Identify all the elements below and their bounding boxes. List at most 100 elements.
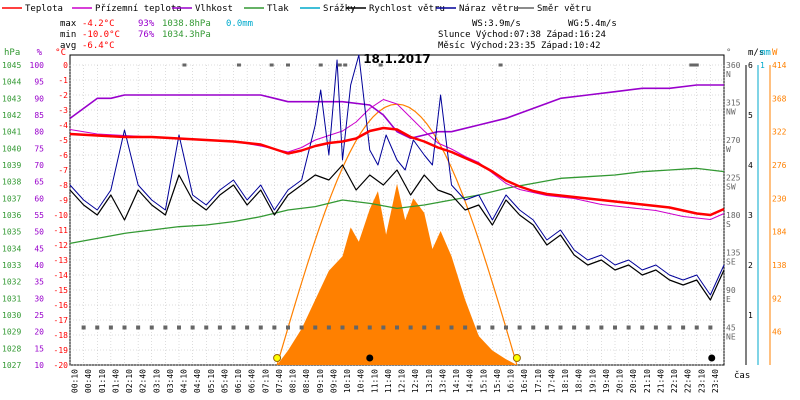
pct-tick: 55 xyxy=(34,211,44,220)
wind-dir-point xyxy=(422,325,427,330)
pct-tick: 95 xyxy=(34,78,44,87)
pct-tick: 50 xyxy=(34,228,44,237)
wind-dir-point xyxy=(544,325,549,330)
pct-tick: 40 xyxy=(34,261,44,270)
deg-tick: -13 xyxy=(54,256,69,265)
x-tick-label: 22:10 xyxy=(670,369,679,393)
series-line-teplota xyxy=(69,126,725,217)
stats-min-label: min xyxy=(60,30,76,40)
deg-tick: -4 xyxy=(58,121,68,130)
wm2-tick: 184 xyxy=(772,228,787,237)
hpa-tick: 1030 xyxy=(2,311,21,320)
mm-tick: 1 xyxy=(760,61,765,70)
x-tick-label: 13:40 xyxy=(438,369,447,393)
dir-tick: 90 xyxy=(726,286,736,295)
deg-tick: -6 xyxy=(58,151,68,160)
wind-dir-point xyxy=(585,325,590,330)
hpa-tick: 1038 xyxy=(2,178,21,187)
ms-tick: 5 xyxy=(748,111,753,120)
moonset-marker xyxy=(366,354,374,362)
x-tick-label: 14:10 xyxy=(452,369,461,393)
x-tick-label: 22:40 xyxy=(684,369,693,393)
ms-tick: 6 xyxy=(748,61,753,70)
pct-tick: 10 xyxy=(34,361,44,370)
deg-axis-label: °C xyxy=(55,48,66,58)
stats-rain: 0.0mm xyxy=(226,19,253,29)
wind-dir-point-north xyxy=(182,63,187,67)
x-tick-label: 21:40 xyxy=(656,369,665,393)
deg-tick: -3 xyxy=(58,106,68,115)
pct-tick: 35 xyxy=(34,278,44,287)
deg-tick: -17 xyxy=(54,316,69,325)
stats-ws: WS:3.9m/s xyxy=(472,19,521,29)
wind-dir-point xyxy=(653,325,658,330)
wind-dir-point xyxy=(258,325,263,330)
stats-max-label: max xyxy=(60,19,77,29)
stats-max-temp: -4.2°C xyxy=(82,19,115,29)
hpa-tick: 1040 xyxy=(2,144,21,153)
wind-dir-point-north xyxy=(343,63,348,67)
wind-dir-point xyxy=(572,325,577,330)
x-tick-label: 01:40 xyxy=(111,369,120,393)
deg-tick: -18 xyxy=(54,331,69,340)
legend-label-temp: Teplota xyxy=(25,4,63,14)
hpa-axis-label: hPa xyxy=(4,48,20,58)
dir-tick-compass: E xyxy=(726,295,731,304)
wind-dir-point xyxy=(204,325,209,330)
wind-dir-point xyxy=(95,325,100,330)
pct-axis-label: % xyxy=(37,48,43,58)
ms-tick: 2 xyxy=(748,261,753,270)
pct-tick: 65 xyxy=(34,178,44,187)
x-tick-label: 18:10 xyxy=(561,369,570,393)
wind-dir-point xyxy=(217,325,222,330)
wind-dir-point xyxy=(435,325,440,330)
deg-tick: -5 xyxy=(58,136,68,145)
pct-tick: 25 xyxy=(34,311,44,320)
pct-tick: 100 xyxy=(30,61,45,70)
stats-block: max -4.2°C 93% 1038.8hPa 0.0mm min -10.0… xyxy=(60,19,617,51)
deg-tick: 0 xyxy=(63,61,68,70)
stats-min-press: 1034.3hPa xyxy=(162,30,211,40)
stats-max-press: 1038.8hPa xyxy=(162,19,211,29)
x-tick-label: 23:40 xyxy=(711,369,720,393)
x-tick-label: 15:10 xyxy=(479,369,488,393)
wind-dir-point xyxy=(681,325,686,330)
stats-avg-label: avg xyxy=(60,41,76,51)
wm2-tick: 322 xyxy=(772,128,787,137)
wind-dir-point-north xyxy=(498,63,503,67)
x-axis-label: čas xyxy=(734,370,750,381)
x-tick-label: 11:10 xyxy=(370,369,379,393)
x-tick-label: 00:10 xyxy=(71,369,80,393)
wm2-tick: 368 xyxy=(772,94,787,103)
pct-tick: 80 xyxy=(34,128,44,137)
x-tick-label: 16:40 xyxy=(520,369,529,393)
wind-dir-point xyxy=(122,325,127,330)
deg-tick: -2 xyxy=(58,91,68,100)
dir-tick-compass: NE xyxy=(726,333,736,342)
wind-dir-point-north xyxy=(318,63,323,67)
hpa-tick: 1037 xyxy=(2,194,21,203)
deg-tick: -7 xyxy=(58,166,68,175)
legend-label-press: Tlak xyxy=(267,4,289,14)
hpa-tick: 1044 xyxy=(2,78,21,87)
x-tick-label: 19:10 xyxy=(588,369,597,393)
deg-tick: -15 xyxy=(54,286,69,295)
wind-dir-point xyxy=(640,325,645,330)
wind-dir-point xyxy=(558,325,563,330)
x-tick-label: 02:40 xyxy=(139,369,148,393)
hpa-tick: 1027 xyxy=(2,361,21,370)
series-layer xyxy=(69,54,725,330)
x-tick-label: 05:10 xyxy=(207,369,216,393)
deg-tick: -9 xyxy=(58,196,68,205)
stats-wg: WG:5.4m/s xyxy=(568,19,617,29)
x-tick-label: 20:10 xyxy=(616,369,625,393)
deg-tick: -20 xyxy=(54,361,69,370)
stats-min-hum: 76% xyxy=(138,30,155,40)
dir-tick-compass: N xyxy=(726,70,731,79)
hpa-tick: 1042 xyxy=(2,111,21,120)
x-tick-label: 21:10 xyxy=(643,369,652,393)
stats-max-hum: 93% xyxy=(138,19,155,29)
hpa-tick: 1041 xyxy=(2,128,21,137)
x-tick-label: 14:40 xyxy=(466,369,475,393)
